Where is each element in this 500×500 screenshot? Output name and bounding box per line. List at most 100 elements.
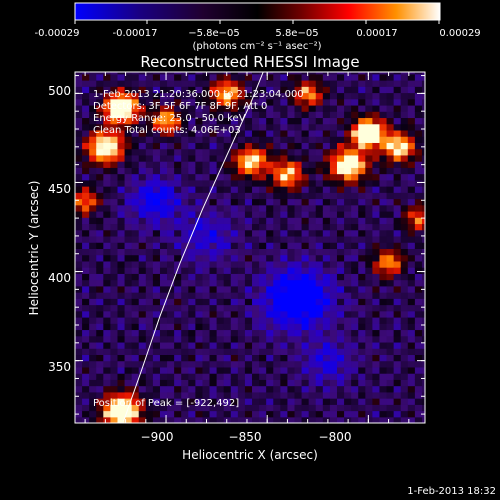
heatmap-cell [174,98,182,106]
heatmap-cell [124,204,133,212]
heatmap-cell [237,80,246,87]
heatmap-cell [124,304,133,312]
heatmap-cell [138,98,147,106]
heatmap-cell [414,335,423,343]
heatmap-cell [287,354,296,362]
heatmap-cell [322,86,331,94]
heatmap-cell [252,335,260,343]
heatmap-cell [195,235,204,243]
heatmap-cell [400,267,409,274]
heatmap-cell [188,292,196,299]
heatmap-cell [421,279,425,287]
heatmap-cell [400,235,409,243]
heatmap-cell [230,217,239,225]
heatmap-cell [230,148,239,156]
heatmap-cell [252,148,260,156]
heatmap-cell [266,316,274,324]
heatmap-cell [103,360,111,368]
heatmap-cell [393,73,402,81]
heatmap-cell [110,192,119,200]
heatmap-cell [159,111,168,119]
heatmap-cell [138,398,147,405]
heatmap-cell [124,223,133,231]
heatmap-cell [315,217,324,225]
heatmap-cell [287,186,296,193]
heatmap-cell [280,186,289,193]
heatmap-cell [174,366,182,374]
heatmap-cell [195,98,204,106]
heatmap-cell [336,173,345,181]
heatmap-cell [103,186,111,193]
heatmap-cell [244,298,253,306]
x-tick-label: −900 [141,430,174,444]
heatmap-cell [124,148,133,156]
heatmap-cell [372,360,381,368]
heatmap-cell [202,354,211,362]
heatmap-cell [96,161,104,168]
heatmap-cell [322,217,331,225]
heatmap-cell [223,379,232,387]
heatmap-cell [195,304,204,312]
heatmap-cell [421,354,425,362]
heatmap-cell [75,104,83,112]
heatmap-cell [117,273,126,281]
heatmap-cell [344,92,352,100]
heatmap-cell [244,416,253,423]
heatmap-cell [379,279,388,287]
heatmap-cell [82,279,90,287]
heatmap-cell [336,260,345,268]
heatmap-cell [421,310,425,318]
heatmap-cell [110,404,119,412]
heatmap-cell [393,129,402,137]
colorbar-tick-label: 0.00029 [439,28,480,39]
heatmap-cell [379,285,388,293]
heatmap-cell [138,186,147,193]
heatmap-cell [181,285,189,293]
heatmap-cell [152,329,161,337]
heatmap-cell [421,398,425,405]
heatmap-cell [181,173,189,181]
heatmap-cell [280,217,289,225]
heatmap-cell [75,173,83,181]
heatmap-cell [188,198,196,206]
heatmap-cell [308,210,317,218]
heatmap-cell [386,123,395,131]
heatmap-cell [393,398,402,405]
heatmap-cell [301,329,310,337]
heatmap-cell [159,273,168,281]
heatmap-cell [223,111,232,119]
heatmap-cell [294,86,303,94]
heatmap-cell [259,323,267,331]
heatmap-cell [174,273,182,281]
heatmap-cell [372,179,381,187]
heatmap-cell [414,223,423,231]
heatmap-cell [96,111,104,119]
heatmap-cell [379,254,388,262]
heatmap-cell [195,254,204,262]
heatmap-cell [259,98,267,106]
heatmap-cell [294,273,303,281]
heatmap-cell [336,398,345,405]
y-tick-label: 400 [48,271,71,285]
heatmap-cell [75,385,83,393]
heatmap-cell [379,179,388,187]
heatmap-cell [152,348,161,356]
heatmap-cell [152,273,161,281]
heatmap-cell [259,129,267,137]
heatmap-cell [351,298,359,306]
heatmap-cell [75,129,83,137]
heatmap-cell [209,154,218,162]
heatmap-cell [82,86,90,94]
heatmap-cell [174,235,182,243]
heatmap-cell [181,398,189,405]
heatmap-cell [308,379,317,387]
heatmap-cell [152,86,161,94]
heatmap-cell [181,298,189,306]
heatmap-cell [75,167,83,175]
heatmap-cell [322,104,331,112]
heatmap-cell [202,104,211,112]
heatmap-cell [365,86,373,94]
heatmap-cell [344,192,352,200]
heatmap-cell [244,410,253,418]
heatmap-cell [386,298,395,306]
